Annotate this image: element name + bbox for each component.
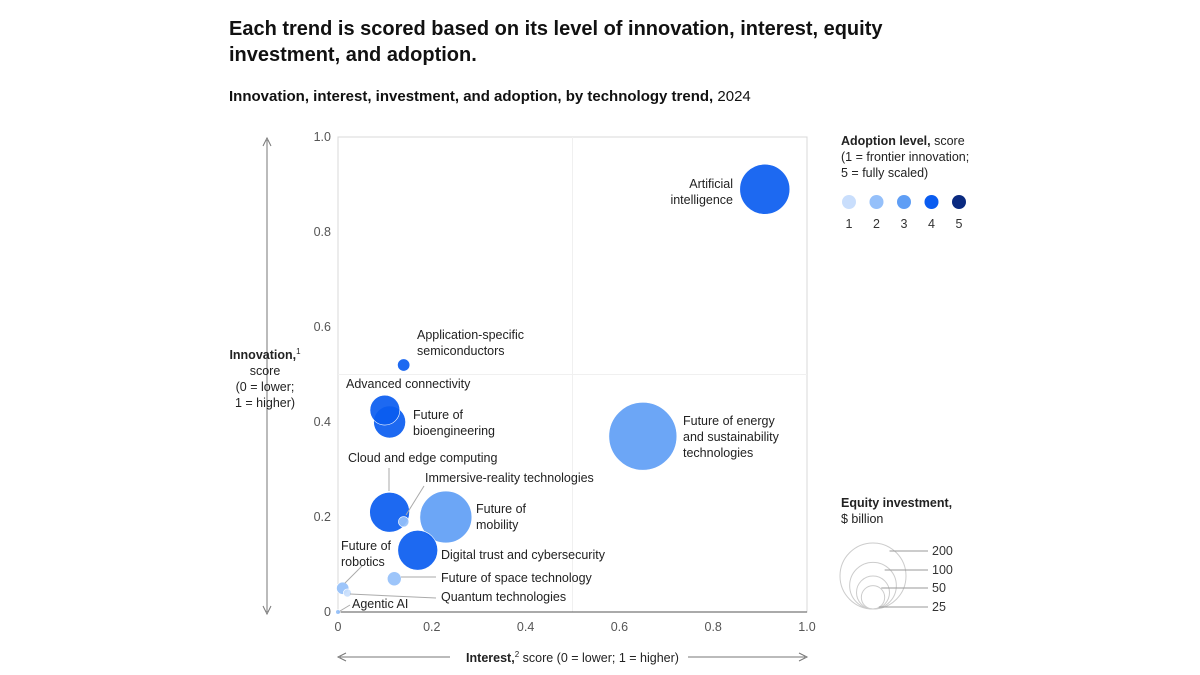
y-tick-label: 0.8 [314,225,331,239]
y-label-line: 1 = higher) [234,396,296,411]
bubble-label: Immersive-reality technologies [425,471,594,485]
bubble [739,163,791,215]
adoption-level-label: 2 [873,217,880,231]
bubble-label: Future of energy [683,414,775,428]
bubble-label: robotics [341,555,385,569]
adoption-level-label: 4 [928,217,935,231]
bubble [335,609,341,615]
x-tick-label: 1.0 [798,620,815,634]
bubble-label: bioengineering [413,424,495,438]
x-tick-label: 0.2 [423,620,440,634]
investment-legend-bold: Equity investment, [841,496,953,510]
bubble-label: Artificial [689,177,733,191]
bubble-label: Advanced connectivity [346,377,471,391]
bubble [398,516,410,528]
size-legend-label: 200 [932,544,953,558]
subtitle-year: 2024 [717,88,751,105]
bubble-label: mobility [476,518,519,532]
adoption-legend-line: 5 = fully scaled) [841,166,929,180]
arrow-down-icon [262,605,272,616]
x-tick-label: 0.6 [611,620,628,634]
bubble-label: intelligence [670,193,733,207]
size-legend-label: 100 [932,563,953,577]
y-axis-label: Innovation,1 score (0 = lower; 1 = highe… [215,344,315,411]
x-tick-label: 0.8 [705,620,722,634]
bubble [397,358,411,372]
leader-line [344,565,363,584]
bubble [369,394,401,426]
adoption-level-label: 3 [901,217,908,231]
leader-line [405,485,425,516]
adoption-legend-line: (1 = frontier innovation; [841,150,970,164]
y-tick-label: 0.4 [314,415,331,429]
leader-line [349,593,437,599]
adoption-legend-bold: Adoption level, [841,134,931,148]
adoption-level-label: 5 [956,217,963,231]
adoption-swatch [952,195,966,209]
x-tick-label: 0.4 [517,620,534,634]
chart-subtitle: Innovation, interest, investment, and ad… [229,88,751,105]
y-tick-label: 0 [324,605,331,619]
x-label-bold: Interest, [466,651,515,666]
bubble-label: Digital trust and cybersecurity [441,548,606,562]
x-label-footnote: 2 [514,650,520,659]
investment-legend-rest: $ billion [841,512,884,526]
size-legend-circle [860,585,886,610]
adoption-swatch [897,195,911,209]
bubble [419,490,473,544]
adoption-swatch [924,195,939,209]
x-tick-label: 0 [335,620,342,634]
arrow-right-icon [798,652,809,662]
y-label-footnote: 1 [296,347,301,356]
y-tick-label: 1.0 [314,130,331,144]
leader-line [339,604,351,612]
bubble-label: Future of [413,408,464,422]
subtitle-bold: Innovation, interest, investment, and ad… [229,88,714,105]
bubble-label: and sustainability [683,430,780,444]
bubble-label: technologies [683,446,753,460]
bubble-label: Quantum technologies [441,590,566,604]
chart-title: Each trend is scored based on its level … [229,18,883,66]
bubble-label: Application-specific [417,328,524,342]
adoption-legend-title: Adoption level, score (1 = frontier inno… [841,133,969,181]
size-legend-label: 50 [932,581,946,595]
size-legend-label: 25 [932,600,946,614]
x-label-rest: score (0 = lower; 1 = higher) [522,651,679,666]
bubble-label: Future of [476,502,527,516]
size-legend-circle [856,575,890,610]
bubble-label: Future of [341,539,392,553]
bubble [608,401,678,471]
y-tick-label: 0.6 [314,320,331,334]
arrow-left-icon [336,652,347,662]
bubble-label: Future of space technology [441,571,593,585]
bubble [386,571,402,587]
y-label-bold: Innovation, [229,348,297,363]
adoption-swatch [842,195,856,209]
adoption-swatch [869,195,884,209]
adoption-legend-rest: score [934,134,965,148]
adoption-level-label: 1 [846,217,853,231]
bubble [397,530,438,571]
bubble-label: Cloud and edge computing [348,451,497,465]
bubble-label: semiconductors [417,344,505,358]
bubble [343,588,352,598]
arrow-up-icon [262,136,272,147]
x-axis-label: Interest,2 score (0 = lower; 1 = higher) [338,650,807,665]
bubble-label: Agentic AI [352,597,408,611]
y-label-line: score [249,364,281,379]
investment-legend-title: Equity investment, $ billion [841,495,952,527]
y-tick-label: 0.2 [314,510,331,524]
y-label-line: (0 = lower; [235,380,295,395]
